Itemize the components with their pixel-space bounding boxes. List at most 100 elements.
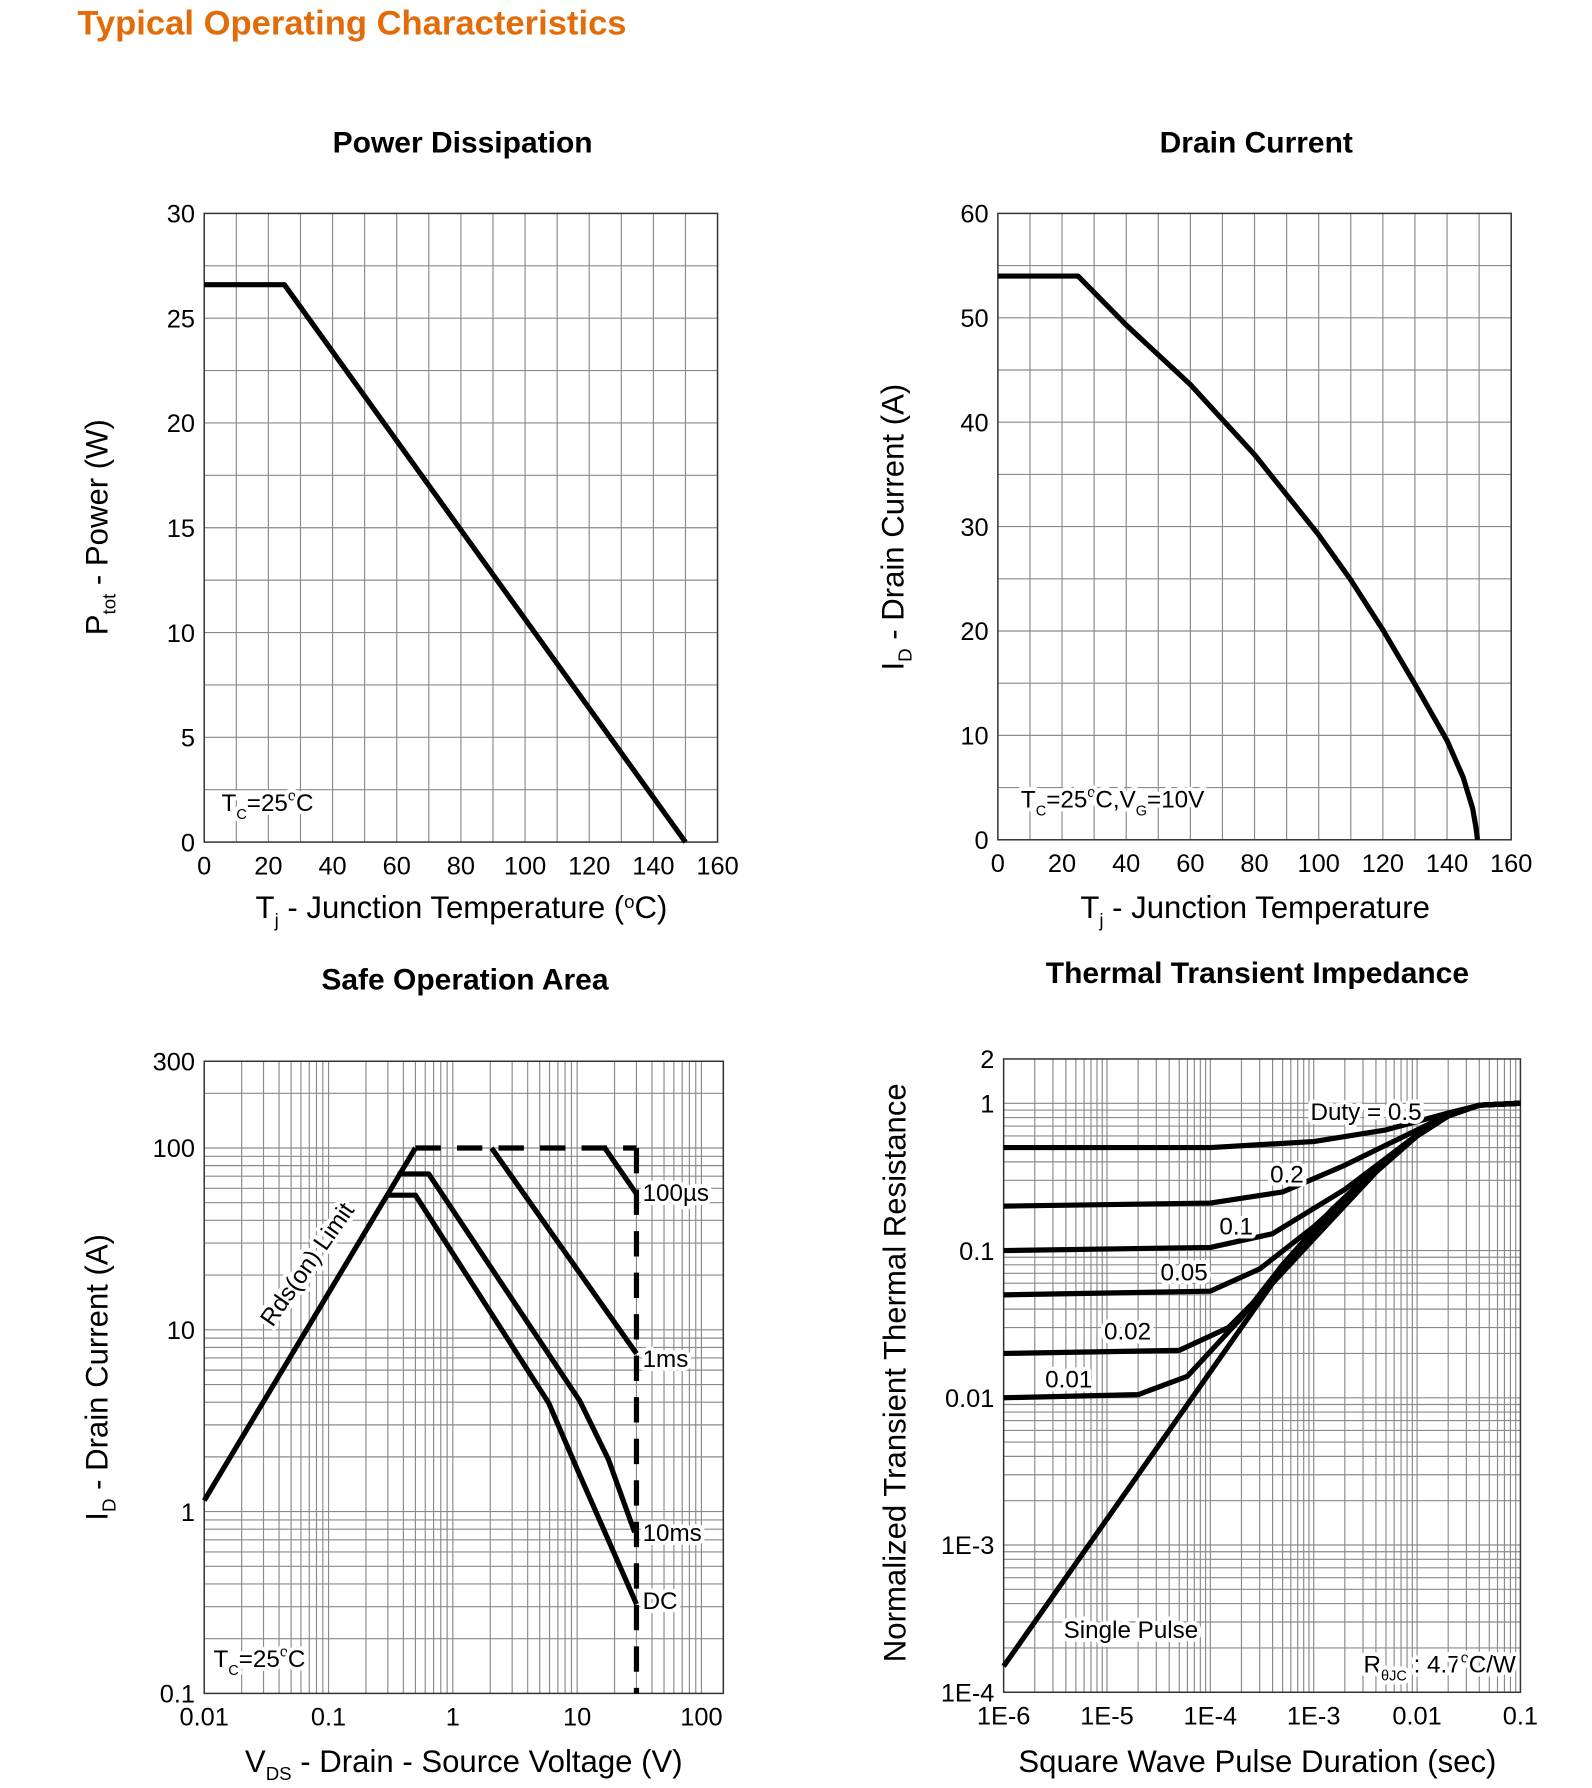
y-tick-label: 0 [181,829,195,857]
x-tick-label: 100 [680,1704,722,1732]
label-segment: D [894,648,915,661]
label-segment: : 4.7 [1407,1652,1461,1679]
y-tick-label: 60 [960,201,988,229]
series-label: 0.1 [1219,1213,1253,1240]
x-axis-label: Tj - Junction Temperature (oC) [256,890,668,930]
y-tick-label: 30 [167,201,195,229]
chart-title: Thermal Transient Impedance [1046,957,1469,990]
series-label: 10ms [643,1520,702,1547]
x-tick-label: 0.1 [1503,1703,1538,1731]
y-tick-label: 10 [960,723,988,751]
condition-annotation: TC=25oC [213,1644,305,1678]
x-tick-label: 0.01 [180,1704,229,1732]
label-segment: I [79,1512,114,1521]
x-tick-label: 60 [1176,850,1204,878]
series-line [489,1146,639,1356]
label-segment: R [1364,1652,1382,1679]
x-tick-label: 20 [254,852,282,880]
label-segment: G [1136,804,1147,820]
power-dissipation-chart: 0 20 40 60 80 100 120 140 160051015202530TC=25oC… [79,126,738,930]
label-segment: - Drain - Source Voltage (V) [292,1744,683,1779]
label-segment: o [1461,1650,1469,1666]
x-tick-label: 120 [1362,850,1404,878]
y-tick-label: 0.1 [160,1681,195,1709]
y-tick-label: 100 [153,1135,195,1163]
y-tick-label: 1E-3 [941,1532,995,1560]
label-segment: =25 [247,790,288,817]
x-tick-label: 100 [504,852,546,880]
series-line [386,1192,639,1606]
label-segment: DS [266,1763,292,1784]
label-segment: C) [635,890,668,925]
chart-title: Safe Operation Area [321,964,608,997]
label-segment: C,V [1095,786,1136,813]
y-tick-label: 40 [960,409,988,437]
label-segment: T [213,1646,228,1673]
y-tick-label: 20 [960,618,988,646]
series-label: 0.01 [1045,1367,1092,1394]
series-line [997,273,1481,841]
chart-title: Drain Current [1160,126,1353,159]
x-axis-label: Tj - Junction Temperature [1080,890,1430,930]
label-segment: =25 [1046,786,1087,813]
label-segment: tot [98,593,119,615]
label-segment: I [875,662,910,671]
y-tick-label: 30 [960,514,988,542]
label-segment: - Junction Temperature [1103,890,1429,925]
label-segment: C [228,1663,238,1679]
x-tick-label: 0 [991,850,1005,878]
x-axis-label: VDS - Drain - Source Voltage (V) [245,1744,683,1784]
x-tick-label: 20 [1048,850,1076,878]
drain-current-chart: 0 20 40 60 80 100 120 140 1600102030405060TC=25o… [875,126,1532,930]
x-tick-label: 0.01 [1392,1703,1441,1731]
y-tick-label: 1E-4 [941,1679,995,1707]
x-tick-label: 80 [1240,850,1268,878]
series-line [202,1146,418,1502]
label-segment: T [1021,786,1036,813]
y-tick-label: 0 [975,827,989,855]
label-segment: - Drain Current (A) [875,384,910,649]
series-label: 1ms [643,1346,689,1373]
condition-annotation: TC=25oC,VG=10V [1021,785,1205,819]
y-tick-label: 50 [960,305,988,333]
x-tick-label: 1E-6 [977,1703,1031,1731]
label-segment: θJC [1381,1669,1407,1685]
series-label: 0.2 [1270,1161,1304,1188]
x-tick-label: 1 [446,1704,460,1732]
label-segment: =25 [239,1646,280,1673]
plot-frame [997,212,1512,841]
plot-frame [203,1060,725,1695]
y-tick-label: 15 [167,515,195,543]
label-segment: V [245,1744,266,1779]
x-tick-label: 160 [1490,850,1532,878]
label-segment: o [1087,785,1095,801]
series-label: Single Pulse [1064,1617,1199,1644]
x-tick-label: 160 [696,852,738,880]
x-tick-label: 1E-3 [1287,1703,1341,1731]
series-line [397,1171,638,1534]
y-tick-label: 25 [167,305,195,333]
series-line [204,282,688,844]
label-segment: j [274,909,279,930]
x-tick-label: 1E-4 [1184,1703,1238,1731]
label-segment: Square Wave Pulse Duration (sec) [1018,1744,1496,1779]
label-segment: C [1036,804,1046,820]
label-segment: Normalized Transient Thermal Resistance [878,1083,913,1662]
y-tick-label: 20 [167,410,195,438]
x-tick-label: 120 [568,852,610,880]
x-tick-label: 140 [632,852,674,880]
series-line [1003,1100,1521,1254]
grid [204,213,718,843]
series-line [1001,1100,1521,1668]
series-label: 0.02 [1104,1318,1151,1345]
y-axis-label: Ptot - Power (W) [79,419,119,635]
y-tick-label: 1 [980,1091,994,1119]
label-segment: T [256,890,275,925]
y-tick-label: 0.1 [959,1238,994,1266]
grid [997,213,1512,840]
y-tick-label: 2 [980,1046,994,1074]
x-tick-label: 1E-5 [1080,1703,1134,1731]
plot-frame [1002,1058,1522,1694]
